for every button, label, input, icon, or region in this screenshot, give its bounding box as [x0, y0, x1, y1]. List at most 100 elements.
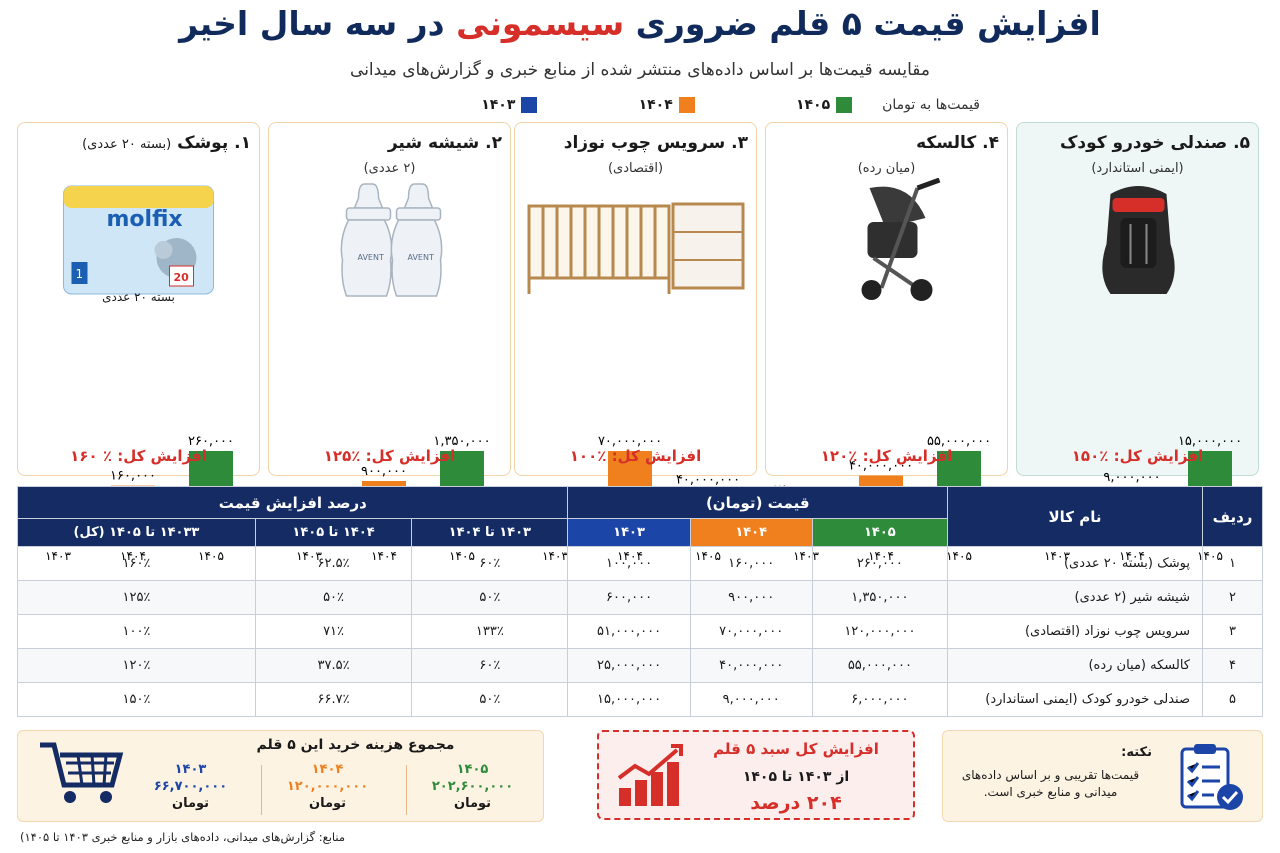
card-title: ۴. کالسکه [916, 133, 999, 153]
table-cell: ۱ [1202, 546, 1263, 581]
legend: قیمت‌ها به تومان ۱۴۰۵ ۱۴۰۴ ۱۴۰۳ [380, 94, 980, 116]
page-title: افزایش قیمت ۵ قلم ضروری سیسمونی در سه سا… [0, 4, 1280, 43]
note-title: نکته: [1121, 745, 1152, 760]
stroller-image [799, 177, 974, 308]
table-cell: ۷۱٪ [254, 614, 413, 649]
table-cell: ۲۵,۰۰۰,۰۰۰ [567, 648, 691, 683]
crib-dresser-image [521, 178, 751, 308]
total-cost-1405: ۱۴۰۵ ۲۰۲,۶۰۰,۰۰۰ تومان [410, 761, 535, 812]
table-cell: ۱۶۰,۰۰۰ [689, 546, 813, 581]
year: ۱۴۰۳ [174, 762, 207, 777]
col-header-1403: ۱۴۰۳ [567, 518, 691, 547]
legend-swatch [836, 97, 853, 113]
total-cost-1403: ۱۴۰۳ ۶۶,۷۰۰,۰۰۰ تومان [128, 761, 253, 812]
table-cell: ۱۵,۰۰۰,۰۰۰ [567, 682, 691, 717]
table-cell: صندلی خودرو کودک (ایمنی استاندارد) [947, 682, 1203, 717]
title-part-2: سیسمونی [456, 4, 625, 43]
table-cell: سرویس چوب نوزاد (اقتصادی) [947, 614, 1203, 649]
price-table: ردیف نام کالا قیمت (تومان) درصد افزایش ق… [16, 486, 1263, 717]
unit: تومان [308, 796, 347, 811]
total-increase: افزایش کل: ٪۱۲۰ [820, 447, 953, 465]
table-cell: ۴ [1202, 648, 1263, 683]
table-cell: ۶,۰۰۰,۰۰۰ [811, 682, 949, 717]
source-note: منابع: گزارش‌های میدانی، داده‌های بازار … [20, 830, 346, 844]
table-cell: ۵ [1202, 682, 1263, 717]
card-title: ۵. صندلی خودرو کودک [1059, 133, 1250, 153]
legend-label: ۱۴۰۴ [638, 97, 673, 113]
bar-value-label: ۲۶۰,۰۰۰ [188, 434, 234, 449]
table-row: ۲ شیشه شیر (۲ عددی) ۱,۳۵۰,۰۰۰ ۹۰۰,۰۰۰ ۶۰۰,۰۰… [17, 580, 1263, 615]
table-row: ۵ صندلی خودرو کودک (ایمنی استاندارد) ۶,۰۰۰… [17, 682, 1263, 717]
chart-card-diaper: ۱. پوشک (بسته ۲۰ عددی) molfix 20 1 بسته … [17, 122, 260, 563]
bar-value-label: ۷۰,۰۰۰,۰۰۰ [598, 434, 662, 449]
table-cell: ۱۳۳٪ [411, 614, 569, 649]
card-title: ۳. سرویس چوب نوزاد [563, 133, 748, 153]
table-row: ۱ پوشک (بسته ۲۰ عددی) ۲۶۰,۰۰۰ ۱۶۰,۰۰۰ ۱۰۰,۰۰… [17, 546, 1263, 581]
legend-label: ۱۴۰۵ [795, 97, 831, 113]
svg-text:molfix: molfix [106, 207, 182, 232]
bar-value-label: ۹,۰۰۰,۰۰۰ [1103, 470, 1160, 485]
total-increase: افزایش کل: ٪۱۲۵ [323, 447, 456, 465]
increase-value: ۲۰۴ درصد [750, 792, 842, 814]
bar-value-label: ۱,۳۵۰,۰۰۰ [433, 434, 490, 449]
total-cost-1404: ۱۴۰۴ ۱۲۰,۰۰۰,۰۰۰ تومان [265, 761, 390, 812]
chart-card-stroller: ۴. کالسکه (میان رده) ۲۵,۰۰۰,۰۰۰۱۴۰۳۴۰,۰۰… [765, 122, 1008, 563]
bar-value-label: ۴۰,۰۰۰,۰۰۰ [849, 459, 913, 474]
table-cell: ۶۰٪ [411, 546, 569, 581]
col-header-1405: ۱۴۰۵ [811, 518, 949, 547]
col-header-price: قیمت (تومان) [567, 486, 948, 519]
pack-size-note: بسته ۲۰ عددی [102, 290, 175, 304]
table-cell: ۴۰,۰۰۰,۰۰۰ [689, 648, 813, 683]
table-cell: ۹,۰۰۰,۰۰۰ [689, 682, 813, 717]
total-increase-box: افزایش کل سبد ۵ قلم از ۱۴۰۳ تا ۱۴۰۵ ۲۰۴ … [597, 730, 915, 820]
table-cell: ۱۲۰,۰۰۰,۰۰۰ [811, 614, 949, 649]
col-header-row: ردیف [1202, 486, 1263, 547]
rising-chart-icon [615, 744, 687, 812]
table-cell: ۱۶۰٪ [17, 546, 256, 581]
table-cell: شیشه شیر (۲ عددی) [947, 580, 1203, 615]
increase-period: از ۱۴۰۳ تا ۱۴۰۵ [742, 769, 850, 785]
cart-icon [36, 739, 126, 813]
amount: ۱۲۰,۰۰۰,۰۰۰ [286, 779, 369, 794]
table-cell: ۱۰۰,۰۰۰ [567, 546, 691, 581]
table-cell: ۱۰۰٪ [17, 614, 256, 649]
table-cell: ۶۲.۵٪ [254, 546, 413, 581]
col-header-name: نام کالا [947, 486, 1203, 547]
title-part-3: در سه سال اخیر [179, 4, 445, 43]
table-cell: کالسکه (میان رده) [947, 648, 1203, 683]
bar-value-label: ۱۵,۰۰۰,۰۰۰ [1178, 434, 1242, 449]
title-part-1: افزایش قیمت ۵ قلم ضروری [635, 4, 1101, 43]
col-header-p1: ۱۴۰۳ تا ۱۴۰۴ [411, 518, 569, 547]
table-cell: ۶۶.۷٪ [254, 682, 413, 717]
table-cell: ۶۰٪ [411, 648, 569, 683]
divider [261, 765, 262, 815]
card-subtitle: (ایمنی استاندارد) [1091, 161, 1184, 176]
total-increase: افزایش کل: ٪ ۱۶۰ [70, 447, 207, 465]
chart-card-car-seat: ۵. صندلی خودرو کودک (ایمنی استاندارد) ۶,… [1016, 122, 1259, 563]
table-cell: پوشک (بسته ۲۰ عددی) [947, 546, 1203, 581]
table-cell: ۱,۳۵۰,۰۰۰ [811, 580, 949, 615]
legend-unit: قیمت‌ها به تومان [882, 97, 980, 113]
col-header-p2: ۱۴۰۴ تا ۱۴۰۵ [254, 518, 413, 547]
total-cost-box: مجموع هزینه خرید این ۵ قلم ۱۴۰۵ ۲۰۲,۶۰۰,… [17, 730, 544, 822]
table-cell: ۱۵۰٪ [17, 682, 256, 717]
bar-value-label: ۴۰,۰۰۰,۰۰۰ [676, 473, 740, 488]
legend-label: ۱۴۰۳ [481, 97, 516, 113]
table-cell: ۵۵,۰۰۰,۰۰۰ [811, 648, 949, 683]
svg-text:20: 20 [173, 271, 189, 284]
legend-item-1404: ۱۴۰۴ [537, 97, 695, 113]
car-seat-image [1050, 178, 1225, 308]
year: ۱۴۰۵ [456, 762, 489, 777]
table-cell: ۵۰٪ [254, 580, 413, 615]
legend-swatch [678, 97, 695, 113]
baby-bottles-image: AVENT AVENT [302, 178, 477, 308]
total-increase: افزایش کل: ٪۱۵۰ [1071, 447, 1204, 465]
year: ۱۴۰۴ [311, 762, 344, 777]
table-cell: ۶۰۰,۰۰۰ [567, 580, 691, 615]
table-cell: ۵۱,۰۰۰,۰۰۰ [567, 614, 691, 649]
legend-item-1403: ۱۴۰۳ [380, 97, 538, 113]
divider [406, 765, 407, 815]
table-cell: ۲ [1202, 580, 1263, 615]
unit: تومان [171, 796, 210, 811]
card-title: ۲. شیشه شیر [387, 133, 502, 153]
